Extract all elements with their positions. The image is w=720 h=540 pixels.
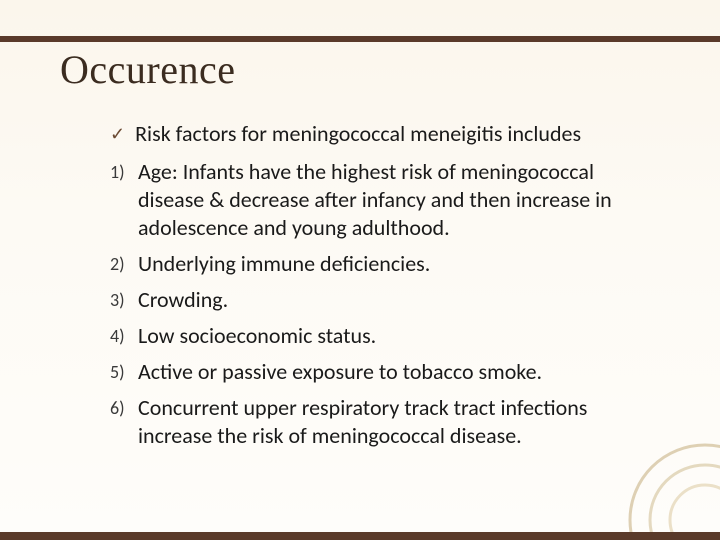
decorative-circles-icon	[590, 422, 720, 532]
item-text: Low socioeconomic status.	[138, 322, 376, 350]
item-number: 5)	[110, 358, 138, 386]
item-text: Active or passive exposure to tobacco sm…	[138, 358, 542, 386]
item-number: 3)	[110, 286, 138, 314]
item-number: 1)	[110, 158, 138, 186]
slide-title: Occurence	[60, 46, 235, 93]
list-item: 4) Low socioeconomic status.	[110, 322, 660, 350]
item-text: Concurrent upper respiratory track tract…	[138, 394, 660, 450]
list-item: 3) Crowding.	[110, 286, 660, 314]
list-item: 5) Active or passive exposure to tobacco…	[110, 358, 660, 386]
item-text: Crowding.	[138, 286, 228, 314]
item-text: Underlying immune deficiencies.	[138, 250, 430, 278]
intro-text: Risk factors for meningococcal meneigiti…	[135, 120, 581, 148]
intro-row: ✓ Risk factors for meningococcal meneigi…	[110, 120, 660, 148]
content-area: ✓ Risk factors for meningococcal meneigi…	[110, 120, 660, 458]
item-text: Age: Infants have the highest risk of me…	[138, 158, 660, 242]
list-item: 6) Concurrent upper respiratory track tr…	[110, 394, 660, 450]
checkmark-icon: ✓	[110, 120, 125, 148]
item-number: 2)	[110, 250, 138, 278]
item-number: 6)	[110, 394, 138, 422]
list-item: 1) Age: Infants have the highest risk of…	[110, 158, 660, 242]
bottom-accent-bar	[0, 532, 720, 540]
slide: Occurence ✓ Risk factors for meningococc…	[0, 0, 720, 540]
list-item: 2) Underlying immune deficiencies.	[110, 250, 660, 278]
title-accent-bar	[0, 36, 720, 42]
item-number: 4)	[110, 322, 138, 350]
